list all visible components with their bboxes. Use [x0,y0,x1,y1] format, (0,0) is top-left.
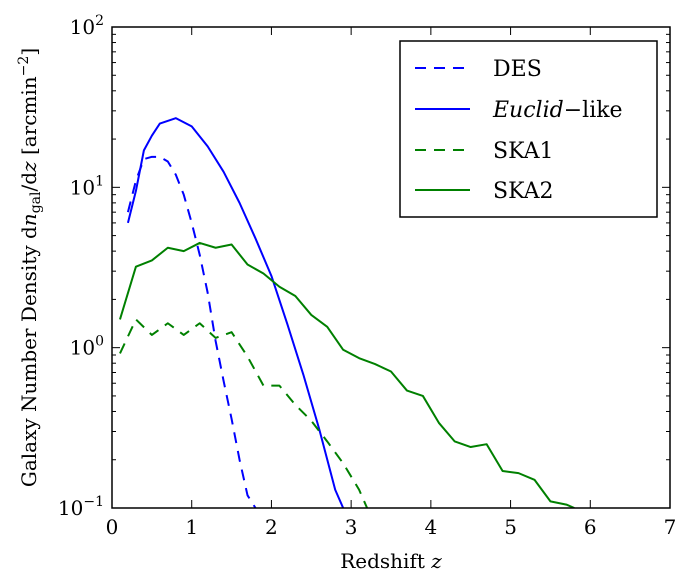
y-axis-label-slash: /d [17,172,41,192]
x-tick-label: 1 [185,515,198,539]
legend-label-euclid-italic: Euclid [492,98,564,123]
y-tick-label: 102 [70,13,104,39]
x-tick-label: 5 [504,515,517,539]
x-axis-label-var: z [430,549,442,573]
y-axis-label-unit-open: [arcmin [17,76,41,161]
x-tick-label: 0 [106,515,119,539]
x-axis-label-main: Redshift [340,549,431,573]
series-layer [119,117,575,508]
plot-frame [111,26,671,509]
x-tick-label: 6 [584,515,597,539]
x-tick-label: 3 [345,515,358,539]
legend-label-des: DES [493,57,542,82]
legend: DES Euclid−like SKA1 SKA2 [399,40,658,218]
y-tick-label-exp: 2 [95,13,104,29]
y-tick-label-exp: −1 [83,494,104,510]
series-line-des [126,155,257,508]
y-tick-label-exp: 1 [95,173,104,189]
series-line-euclid-like [126,117,345,508]
y-axis-label-z: z [17,161,41,173]
y-axis-label: Galaxy Number Density dngal/dz [arcmin−2… [16,48,44,487]
y-tick-label-base: 10 [58,496,83,520]
y-tick-label: 10−1 [58,494,104,520]
y-tick-label-base: 10 [70,175,95,199]
y-tick-label: 101 [70,173,104,199]
legend-label-euclid: Euclid−like [492,98,623,123]
x-tick-label: 2 [265,515,278,539]
y-axis-label-n: n [17,213,41,226]
x-axis-label: Redshift z [340,549,442,573]
y-tick-label: 100 [70,334,104,360]
y-tick-label-base: 10 [70,15,95,39]
y-axis-label-main: Galaxy Number Density d [17,226,41,487]
series-line-ska2 [119,241,575,508]
y-tick-label-exp: 0 [95,334,104,350]
x-tick-label: 7 [664,515,677,539]
legend-box [399,40,658,218]
y-axis-label-unit-close: ] [17,48,41,56]
legend-label-euclid-rest: −like [564,98,623,123]
y-tick-label-base: 10 [70,336,95,360]
legend-label-ska1: SKA1 [493,139,554,164]
y-axis-label-sub: gal [28,191,44,213]
y-axis-label-unit-exp: −2 [16,56,32,77]
x-tick-label: 4 [424,515,437,539]
legend-label-ska2: SKA2 [493,179,554,204]
